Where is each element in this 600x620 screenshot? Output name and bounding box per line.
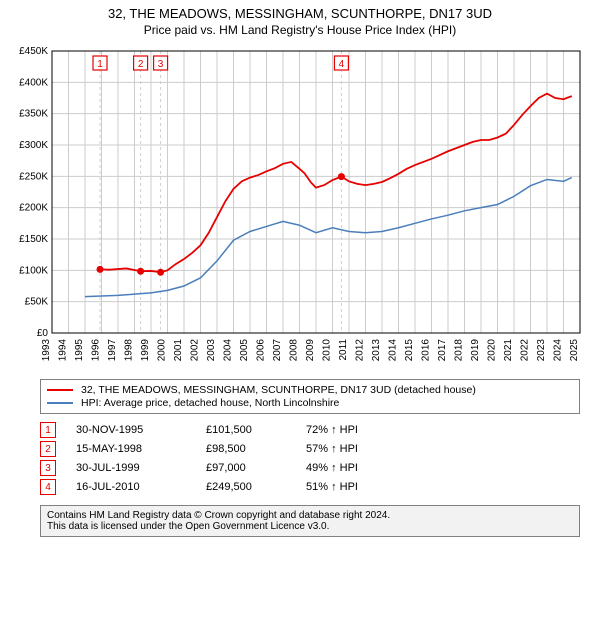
x-tick-label: 2021	[503, 339, 514, 362]
data-attribution: Contains HM Land Registry data © Crown c…	[40, 505, 580, 537]
x-tick-label: 2000	[157, 339, 168, 362]
x-tick-label: 2024	[553, 339, 564, 362]
y-tick-label: £450K	[19, 46, 48, 57]
sale-marker-number-3: 3	[158, 59, 164, 70]
x-tick-label: 2017	[437, 339, 448, 362]
x-tick-label: 2002	[190, 339, 201, 362]
y-tick-label: £150K	[19, 234, 48, 245]
transaction-price: £249,500	[206, 481, 306, 493]
sale-marker-dot-1	[97, 266, 104, 273]
x-tick-label: 2020	[487, 339, 498, 362]
transactions-table: 1 30-NOV-1995£101,50072% ↑ HPI 2 15-MAY-199…	[40, 422, 580, 495]
legend-label: HPI: Average price, detached house, Nort…	[81, 397, 339, 409]
chart-title-main: 32, THE MEADOWS, MESSINGHAM, SCUNTHORPE,…	[4, 6, 596, 21]
y-tick-label: £0	[37, 328, 49, 339]
transaction-hpi-delta: 49% ↑ HPI	[306, 462, 396, 474]
transaction-number-box: 3	[40, 460, 56, 476]
chart-titles: 32, THE MEADOWS, MESSINGHAM, SCUNTHORPE,…	[0, 0, 600, 39]
x-tick-label: 1995	[74, 339, 85, 362]
x-tick-label: 2011	[338, 339, 349, 361]
sale-marker-dot-4	[338, 173, 345, 180]
x-tick-label: 2006	[256, 339, 267, 362]
transaction-date: 15-MAY-1998	[76, 443, 206, 455]
x-tick-label: 2019	[470, 339, 481, 362]
sale-marker-number-1: 1	[97, 59, 103, 70]
x-tick-label: 2018	[454, 339, 465, 362]
transaction-row-3: 3 30-JUL-1999£97,00049% ↑ HPI	[40, 460, 580, 476]
transaction-date: 30-JUL-1999	[76, 462, 206, 474]
x-tick-label: 2022	[520, 339, 531, 362]
sale-marker-number-4: 4	[339, 59, 345, 70]
transaction-row-1: 1 30-NOV-1995£101,50072% ↑ HPI	[40, 422, 580, 438]
y-tick-label: £50K	[25, 297, 49, 308]
transaction-price: £98,500	[206, 443, 306, 455]
x-tick-label: 1999	[140, 339, 151, 362]
transaction-date: 30-NOV-1995	[76, 424, 206, 436]
x-tick-label: 1998	[124, 339, 135, 362]
x-tick-label: 2010	[322, 339, 333, 362]
x-tick-label: 1997	[107, 339, 118, 362]
sale-marker-number-2: 2	[138, 59, 144, 70]
chart-container: £0 £50K £100K £150K £200K £250K £300K £350K £400…	[10, 43, 590, 373]
attribution-line-1: Contains HM Land Registry data © Crown c…	[47, 510, 573, 521]
chart-title-sub: Price paid vs. HM Land Registry's House …	[4, 23, 596, 37]
transaction-number-box: 1	[40, 422, 56, 438]
y-tick-label: £350K	[19, 109, 48, 120]
y-tick-label: £100K	[19, 265, 48, 276]
y-tick-label: £400K	[19, 77, 48, 88]
legend-item-0: 32, THE MEADOWS, MESSINGHAM, SCUNTHORPE,…	[47, 384, 573, 396]
x-tick-label: 2015	[404, 339, 415, 362]
legend: 32, THE MEADOWS, MESSINGHAM, SCUNTHORPE,…	[40, 379, 580, 414]
transaction-row-2: 2 15-MAY-1998£98,50057% ↑ HPI	[40, 441, 580, 457]
transaction-date: 16-JUL-2010	[76, 481, 206, 493]
transaction-hpi-delta: 72% ↑ HPI	[306, 424, 396, 436]
transaction-number-box: 4	[40, 479, 56, 495]
transaction-price: £97,000	[206, 462, 306, 474]
x-tick-label: 2005	[239, 339, 250, 362]
x-tick-label: 2009	[305, 339, 316, 362]
legend-swatch	[47, 402, 73, 404]
transaction-number-box: 2	[40, 441, 56, 457]
transaction-price: £101,500	[206, 424, 306, 436]
x-tick-label: 2016	[421, 339, 432, 362]
x-tick-label: 2013	[371, 339, 382, 362]
y-tick-label: £250K	[19, 171, 48, 182]
x-tick-label: 2004	[223, 339, 234, 362]
x-tick-label: 2025	[569, 339, 580, 362]
sale-marker-dot-3	[157, 269, 164, 276]
x-tick-label: 1994	[58, 339, 69, 362]
x-tick-label: 2012	[355, 339, 366, 362]
legend-swatch	[47, 389, 73, 391]
legend-label: 32, THE MEADOWS, MESSINGHAM, SCUNTHORPE,…	[81, 384, 476, 396]
legend-item-1: HPI: Average price, detached house, Nort…	[47, 397, 573, 409]
x-tick-label: 2003	[206, 339, 217, 362]
x-tick-label: 1996	[91, 339, 102, 362]
y-tick-label: £300K	[19, 140, 48, 151]
sale-marker-dot-2	[137, 268, 144, 275]
price-chart: £0 £50K £100K £150K £200K £250K £300K £350K £400…	[10, 43, 590, 373]
x-tick-label: 1993	[41, 339, 52, 362]
transaction-hpi-delta: 57% ↑ HPI	[306, 443, 396, 455]
x-tick-label: 2014	[388, 339, 399, 362]
x-tick-label: 2023	[536, 339, 547, 362]
x-tick-label: 2001	[173, 339, 184, 362]
y-tick-label: £200K	[19, 203, 48, 214]
transaction-hpi-delta: 51% ↑ HPI	[306, 481, 396, 493]
x-tick-label: 2008	[289, 339, 300, 362]
attribution-line-2: This data is licensed under the Open Gov…	[47, 521, 573, 532]
x-tick-label: 2007	[272, 339, 283, 362]
page-root: 32, THE MEADOWS, MESSINGHAM, SCUNTHORPE,…	[0, 0, 600, 537]
transaction-row-4: 4 16-JUL-2010£249,50051% ↑ HPI	[40, 479, 580, 495]
